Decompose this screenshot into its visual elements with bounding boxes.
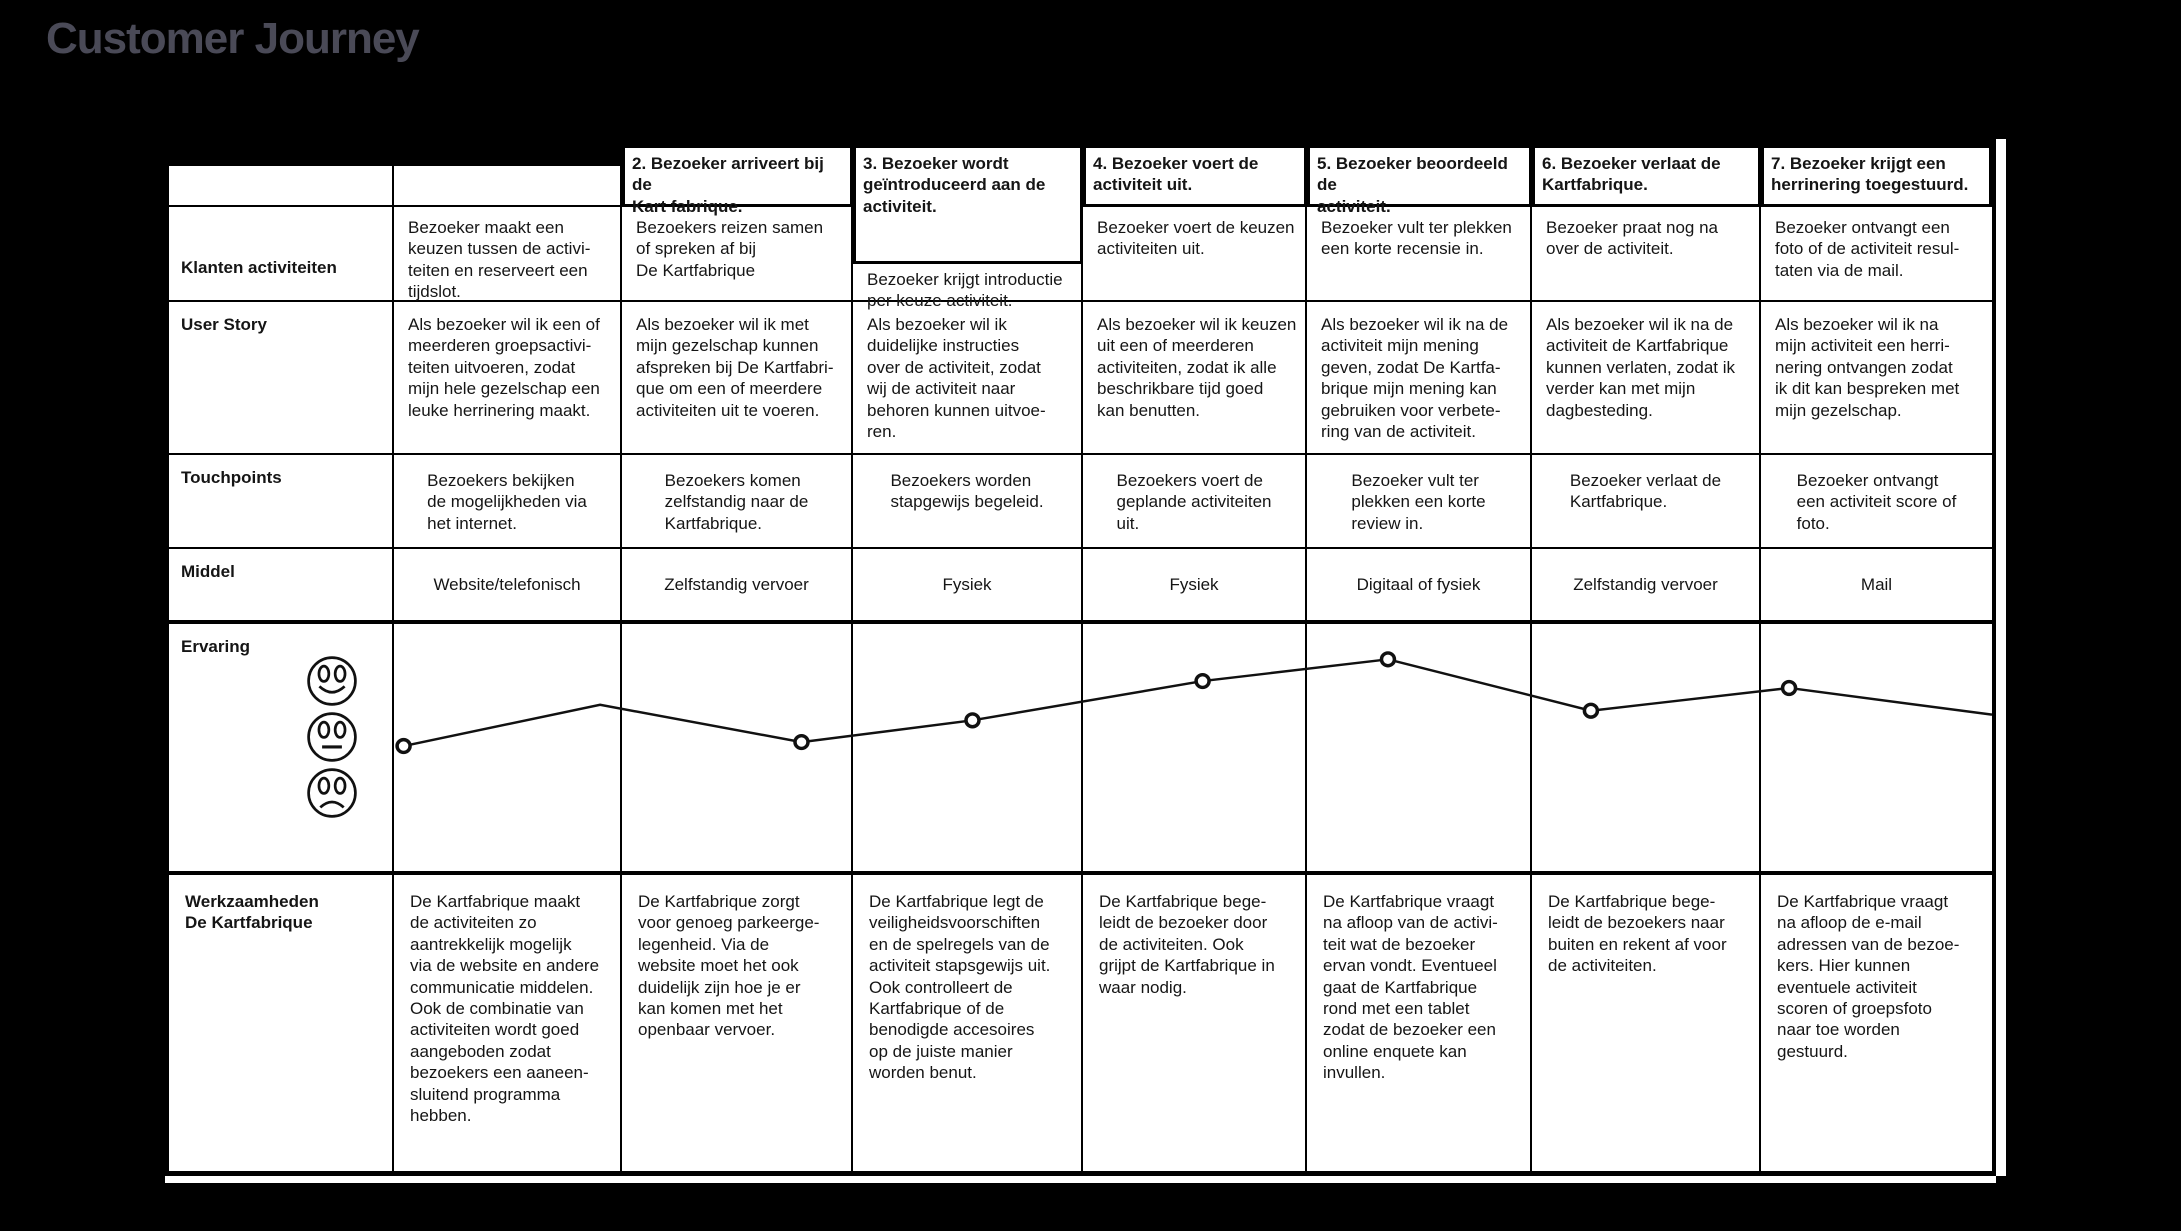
row-label-klanten-activiteiten: Klanten activiteiten xyxy=(169,207,394,302)
column-separator xyxy=(1305,624,1307,871)
klanten-cell-stage-6: Bezoeker praat nog na over de activiteit… xyxy=(1532,207,1761,302)
row-label-werkzaamheden: Werkzaamheden De Kartfabrique xyxy=(169,875,394,1171)
touchpoints-cell-stage-2: Bezoekers komen zelfstandig naar de Kart… xyxy=(622,455,853,549)
klanten-cell-stage-4: Bezoeker voert de keuzen activiteiten ui… xyxy=(1083,207,1307,302)
werkzaamheden-cell-stage-1: De Kartfabrique maakt de activiteiten zo… xyxy=(394,875,622,1171)
experience-scale xyxy=(305,654,359,820)
middel-cell-stage-3: Fysiek xyxy=(853,549,1083,624)
werkzaamheden-cell-stage-2: De Kartfabrique zorgt voor genoeg parkee… xyxy=(622,875,853,1171)
klanten-cell-stage-1: Bezoeker maakt een keuzen tussen de acti… xyxy=(394,207,622,302)
stage-header-7: 7. Bezoeker krijgt een herrinering toege… xyxy=(1761,143,1992,207)
row-label-middel: Middel xyxy=(169,549,394,624)
user-story-cell-stage-4: Als bezoeker wil ik keuzen uit een of me… xyxy=(1083,302,1307,455)
touchpoints-cell-stage-6: Bezoeker verlaat de Kartfabrique. xyxy=(1532,455,1761,549)
row-label-user-story: User Story xyxy=(169,302,394,455)
touchpoints-cell-stage-4: Bezoekers voert de geplande activiteiten… xyxy=(1083,455,1307,549)
stage-header-2: 2. Bezoeker arriveert bij de Kart fabriq… xyxy=(622,143,853,216)
user-story-cell-stage-2: Als bezoeker wil ik met mijn gezelschap … xyxy=(622,302,853,455)
touchpoints-cell-stage-5: Bezoeker vult ter plekken een korte revi… xyxy=(1307,455,1532,549)
user-story-cell-stage-1: Als bezoeker wil ik een of meerderen gro… xyxy=(394,302,622,455)
touchpoints-cell-stage-1: Bezoekers bekijken de mogelijkheden via … xyxy=(394,455,622,549)
column-separator xyxy=(851,624,853,871)
stage-header-4: 4. Bezoeker voert de activiteit uit. xyxy=(1083,143,1307,207)
middel-cell-stage-7: Mail xyxy=(1761,549,1992,624)
middel-cell-stage-4: Fysiek xyxy=(1083,549,1307,624)
user-story-cell-stage-5: Als bezoeker wil ik na de activiteit mij… xyxy=(1307,302,1532,455)
werkzaamheden-cell-stage-3: De Kartfabrique legt de veiligheidsvoors… xyxy=(853,875,1083,1171)
column-separator xyxy=(620,624,622,871)
user-story-cell-stage-6: Als bezoeker wil ik na de activiteit de … xyxy=(1532,302,1761,455)
klanten-cell-stage-7: Bezoeker ontvangt een foto of de activit… xyxy=(1761,207,1992,302)
middel-cell-stage-5: Digitaal of fysiek xyxy=(1307,549,1532,624)
werkzaamheden-cell-stage-7: De Kartfabrique vraagt na afloop de e-ma… xyxy=(1777,892,1960,1061)
column-separator xyxy=(1081,624,1083,871)
user-story-cell-stage-7: Als bezoeker wil ik na mijn activiteit e… xyxy=(1761,302,1992,455)
werkzaamheden-cell-stage-6: De Kartfabrique bege- leidt de bezoekers… xyxy=(1532,875,1761,1171)
stage-header-3: 3. Bezoeker wordt geïntroduceerd aan de … xyxy=(853,143,1083,264)
experience-chart-cell xyxy=(394,624,1992,875)
row-label-touchpoints: Touchpoints xyxy=(169,455,394,549)
werkzaamheden-cell-stage-5: De Kartfabrique vraagt na afloop van de … xyxy=(1307,875,1532,1171)
neutral-face-icon xyxy=(307,712,357,762)
sad-face-icon xyxy=(307,768,357,818)
klanten-cell-stage-5: Bezoeker vult ter plekken een korte rece… xyxy=(1307,207,1532,302)
experience-line-chart xyxy=(395,651,1992,755)
column-separator xyxy=(1759,624,1761,871)
touchpoints-cell-stage-7: Bezoeker ontvangt een activiteit score o… xyxy=(1761,455,1992,549)
page-title: Customer Journey xyxy=(46,14,420,63)
empty-header-cell xyxy=(394,143,622,207)
middel-cell-stage-6: Zelfstandig vervoer xyxy=(1532,549,1761,624)
column-separator xyxy=(1530,624,1532,871)
row-label-ervaring: Ervaring xyxy=(169,624,394,875)
klanten-cell-stage-3: Bezoeker krijgt introductie per keuze ac… xyxy=(853,207,1083,310)
stage-header-5: 5. Bezoeker beoordeeld de activiteit. xyxy=(1307,143,1532,216)
user-story-cell-stage-3: Als bezoeker wil ik duidelijke instructi… xyxy=(853,302,1083,455)
customer-journey-table: 2. Bezoeker arriveert bij de Kart fabriq… xyxy=(165,139,1996,1176)
middel-cell-stage-1: Website/telefonisch xyxy=(394,549,622,624)
touchpoints-cell-stage-3: Bezoekers worden stapgewijs begeleid. xyxy=(853,455,1083,549)
klanten-cell-stage-2: Bezoekers reizen samen of spreken af bij… xyxy=(622,207,853,302)
corner-cell xyxy=(169,143,394,207)
werkzaamheden-cell-stage-4: De Kartfabrique bege- leidt de bezoeker … xyxy=(1083,875,1307,1171)
middel-cell-stage-2: Zelfstandig vervoer xyxy=(622,549,853,624)
happy-face-icon xyxy=(307,656,357,706)
stage-header-6: 6. Bezoeker verlaat de Kartfabrique. xyxy=(1532,143,1761,207)
